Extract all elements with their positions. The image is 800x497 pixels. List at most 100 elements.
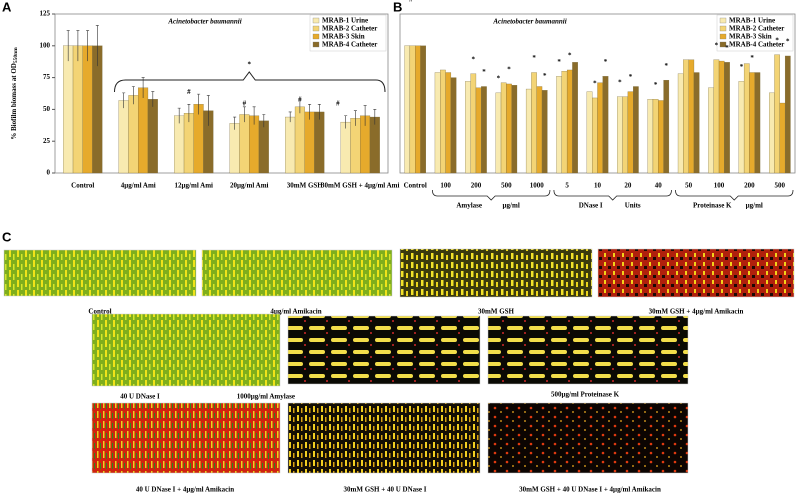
bar — [718, 60, 725, 174]
error-bar — [151, 91, 155, 107]
bar — [285, 116, 296, 174]
significance: * — [618, 78, 622, 86]
error-bar — [86, 30, 90, 62]
bar — [622, 96, 629, 174]
x-tick-label: 4µg/ml Ami — [121, 182, 156, 190]
annotation: * — [248, 61, 252, 69]
chart-title: Acinetobacter baumannii — [167, 18, 241, 26]
bar — [708, 87, 714, 174]
x-tick-label: 30mM GSH — [287, 182, 324, 190]
y-tick-label: 50 — [43, 105, 51, 113]
bar — [693, 72, 700, 174]
plot-frame — [54, 13, 389, 174]
x-tick-label: 20µg/ml Ami — [230, 182, 269, 190]
bar — [683, 59, 689, 174]
legend-swatch — [719, 17, 727, 24]
micrograph — [487, 402, 689, 474]
micrograph — [487, 315, 689, 385]
image-caption: 30mM GSH + 40 U DNase I + 4µg/ml Amikaci… — [519, 486, 661, 494]
legend-swatch — [719, 25, 727, 32]
legend-swatch — [312, 25, 320, 32]
group-unit: µg/ml — [746, 202, 763, 210]
error-bar — [233, 116, 237, 130]
bar — [174, 115, 185, 174]
significance: * — [725, 44, 729, 52]
group-unit: µg/ml — [503, 202, 520, 210]
significance: * — [532, 54, 536, 62]
x-tick-label: 1000 — [530, 182, 545, 190]
y-tick-label: 0 — [47, 169, 51, 177]
bar — [193, 104, 204, 174]
error-bar — [141, 77, 145, 98]
bar — [738, 81, 745, 174]
bar — [183, 113, 194, 174]
bar — [541, 90, 548, 174]
bar — [82, 45, 93, 174]
significance: * — [593, 80, 597, 88]
bar — [531, 72, 537, 174]
x-tick-label: Control — [71, 182, 94, 190]
bar — [340, 121, 351, 174]
bar — [774, 54, 780, 174]
legend-swatch — [312, 17, 320, 24]
significance: * — [740, 63, 744, 71]
bar — [633, 86, 639, 174]
y-tick-label: 75 — [43, 73, 51, 81]
annotation: # — [298, 96, 302, 104]
micrograph — [91, 402, 281, 474]
annotation: # — [187, 88, 191, 96]
significance: * — [482, 68, 486, 76]
bar — [511, 85, 518, 174]
error-bar — [308, 104, 312, 120]
significance: * — [472, 55, 476, 63]
bar — [743, 63, 750, 174]
error-bar — [122, 92, 126, 109]
bar — [440, 69, 446, 174]
error-bar — [353, 110, 357, 126]
significance: * — [507, 66, 511, 74]
significance: * — [775, 36, 779, 44]
legend-swatch — [312, 33, 320, 40]
legend-label: MRAB-1 Urine — [322, 17, 368, 25]
error-bar — [242, 106, 246, 123]
bar — [239, 114, 250, 174]
bar — [586, 91, 593, 174]
annotation: # — [243, 99, 247, 107]
bar — [404, 45, 411, 174]
bar — [229, 123, 240, 174]
bar — [445, 72, 452, 174]
bar — [63, 45, 74, 174]
micrograph — [399, 248, 593, 298]
bar — [536, 86, 543, 174]
error-bar — [206, 95, 210, 126]
x-tick-label: 200 — [471, 182, 482, 190]
bar — [749, 72, 755, 174]
x-tick-label: 30mM GSH + 4µg/ml Ami — [321, 182, 399, 190]
image-caption: 30mM GSH + 40 U DNase I — [344, 486, 427, 494]
bar — [450, 77, 457, 174]
significance: * — [629, 73, 633, 81]
bar — [128, 95, 139, 174]
bar — [258, 120, 269, 174]
y-label-main: % Biofilm biomass at OD — [10, 63, 18, 140]
legend-swatch — [719, 41, 727, 48]
bar — [506, 83, 512, 174]
bar — [556, 76, 562, 174]
bar — [779, 102, 786, 174]
image-caption: 40 U DNase I + 4µg/ml Amikacin — [136, 486, 234, 494]
panel-label: B — [393, 0, 402, 14]
bar — [754, 72, 761, 174]
bar — [663, 79, 670, 174]
significance: * — [654, 81, 658, 89]
image-caption: 40 U DNase I — [120, 393, 160, 401]
bar — [647, 99, 654, 174]
significance: * — [750, 54, 754, 62]
micrograph — [287, 315, 481, 385]
bar — [434, 72, 441, 174]
group-bracket — [553, 189, 672, 201]
bar — [481, 86, 487, 174]
bar — [724, 62, 730, 174]
bar — [369, 116, 380, 174]
bar — [658, 100, 664, 174]
